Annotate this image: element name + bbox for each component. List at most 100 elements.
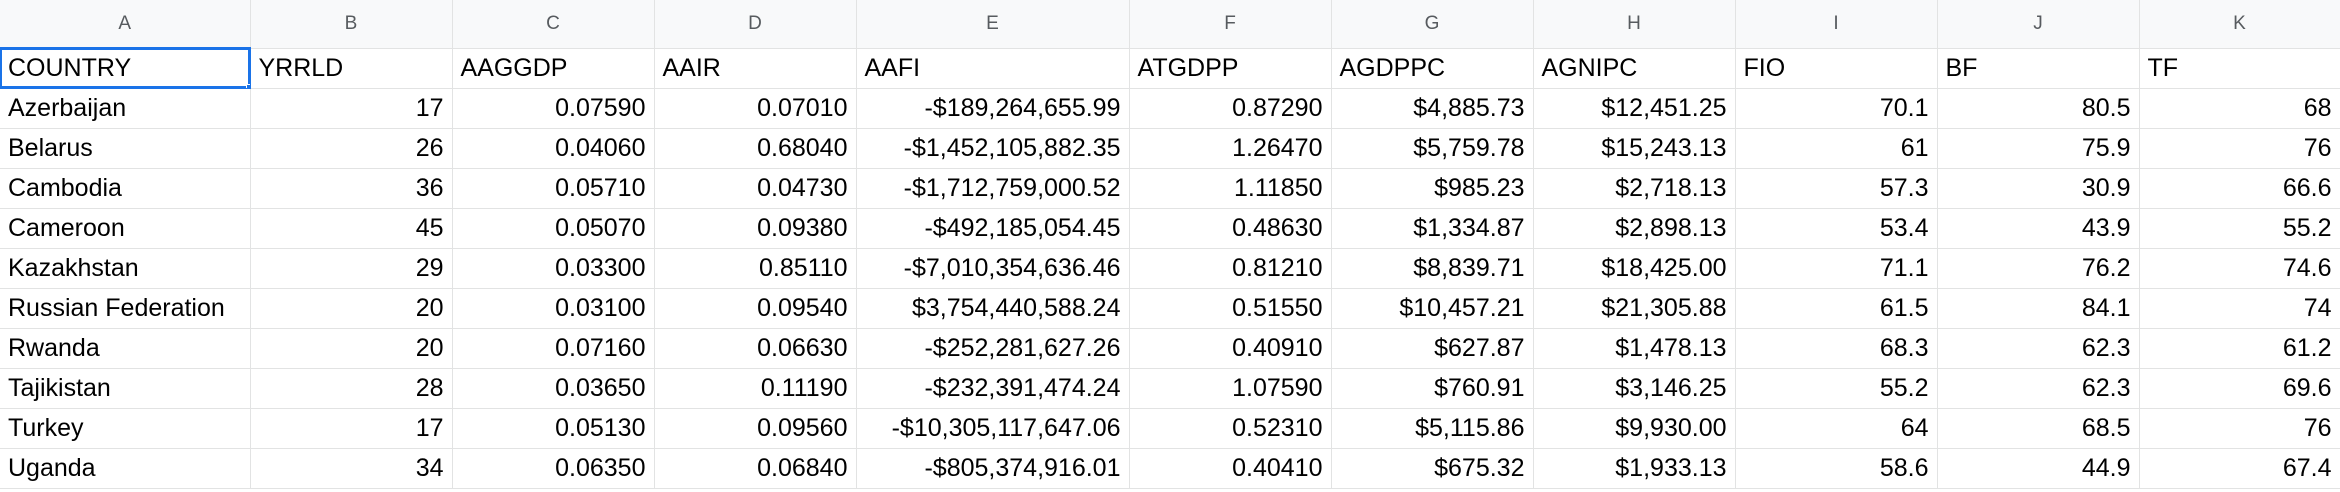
cell-agdppc[interactable]: $10,457.21	[1331, 288, 1534, 329]
cell-aair[interactable]: 0.09380	[654, 208, 857, 249]
cell-agdppc[interactable]: $5,115.86	[1331, 408, 1534, 449]
cell-aaggdp[interactable]: 0.06350	[452, 448, 655, 489]
cell-aafi[interactable]: -$1,712,759,000.52	[856, 168, 1130, 209]
cell-agnipc[interactable]: $18,425.00	[1533, 248, 1736, 289]
cell-agdppc[interactable]: $4,885.73	[1331, 88, 1534, 129]
column-header-b[interactable]: B	[250, 0, 453, 49]
cell-country[interactable]: Belarus	[0, 128, 251, 169]
column-header-f[interactable]: F	[1129, 0, 1332, 49]
cell-yrrld[interactable]: 17	[250, 408, 453, 449]
cell-fio[interactable]: 55.2	[1735, 368, 1938, 409]
cell-bf[interactable]: 44.9	[1937, 448, 2140, 489]
column-header-h[interactable]: H	[1533, 0, 1736, 49]
cell-agnipc[interactable]: $3,146.25	[1533, 368, 1736, 409]
cell-tf[interactable]: 76	[2139, 408, 2340, 449]
cell-agdppc[interactable]: $627.87	[1331, 328, 1534, 369]
cell-fio[interactable]: 64	[1735, 408, 1938, 449]
column-header-d[interactable]: D	[654, 0, 857, 49]
cell-fio[interactable]: 53.4	[1735, 208, 1938, 249]
cell-tf[interactable]: 74	[2139, 288, 2340, 329]
cell-aair[interactable]: 0.68040	[654, 128, 857, 169]
cell-aair[interactable]: 0.09560	[654, 408, 857, 449]
cell-e1[interactable]: AAFI	[856, 48, 1130, 89]
cell-agnipc[interactable]: $2,898.13	[1533, 208, 1736, 249]
cell-bf[interactable]: 68.5	[1937, 408, 2140, 449]
cell-aair[interactable]: 0.06840	[654, 448, 857, 489]
cell-bf[interactable]: 76.2	[1937, 248, 2140, 289]
cell-aafi[interactable]: -$1,452,105,882.35	[856, 128, 1130, 169]
cell-d1[interactable]: AAIR	[654, 48, 857, 89]
cell-fio[interactable]: 61.5	[1735, 288, 1938, 329]
cell-fio[interactable]: 57.3	[1735, 168, 1938, 209]
column-header-k[interactable]: K	[2139, 0, 2340, 49]
cell-agnipc[interactable]: $1,933.13	[1533, 448, 1736, 489]
cell-fio[interactable]: 70.1	[1735, 88, 1938, 129]
cell-atgdpp[interactable]: 0.51550	[1129, 288, 1332, 329]
cell-b1[interactable]: YRRLD	[250, 48, 453, 89]
column-header-e[interactable]: E	[856, 0, 1130, 49]
cell-atgdpp[interactable]: 1.26470	[1129, 128, 1332, 169]
cell-yrrld[interactable]: 34	[250, 448, 453, 489]
cell-agnipc[interactable]: $15,243.13	[1533, 128, 1736, 169]
cell-aair[interactable]: 0.09540	[654, 288, 857, 329]
cell-atgdpp[interactable]: 1.07590	[1129, 368, 1332, 409]
cell-aair[interactable]: 0.07010	[654, 88, 857, 129]
cell-aaggdp[interactable]: 0.05070	[452, 208, 655, 249]
cell-aafi[interactable]: -$189,264,655.99	[856, 88, 1130, 129]
cell-agdppc[interactable]: $675.32	[1331, 448, 1534, 489]
cell-agdppc[interactable]: $985.23	[1331, 168, 1534, 209]
cell-atgdpp[interactable]: 0.87290	[1129, 88, 1332, 129]
column-header-i[interactable]: I	[1735, 0, 1938, 49]
cell-country[interactable]: Russian Federation	[0, 288, 251, 329]
cell-yrrld[interactable]: 26	[250, 128, 453, 169]
cell-country[interactable]: Turkey	[0, 408, 251, 449]
cell-atgdpp[interactable]: 0.52310	[1129, 408, 1332, 449]
cell-aaggdp[interactable]: 0.05130	[452, 408, 655, 449]
column-header-g[interactable]: G	[1331, 0, 1534, 49]
cell-bf[interactable]: 75.9	[1937, 128, 2140, 169]
cell-aair[interactable]: 0.11190	[654, 368, 857, 409]
cell-tf[interactable]: 67.4	[2139, 448, 2340, 489]
cell-country[interactable]: Cameroon	[0, 208, 251, 249]
cell-tf[interactable]: 66.6	[2139, 168, 2340, 209]
cell-atgdpp[interactable]: 1.11850	[1129, 168, 1332, 209]
cell-aafi[interactable]: -$492,185,054.45	[856, 208, 1130, 249]
cell-yrrld[interactable]: 29	[250, 248, 453, 289]
cell-tf[interactable]: 61.2	[2139, 328, 2340, 369]
cell-yrrld[interactable]: 20	[250, 328, 453, 369]
cell-fio[interactable]: 61	[1735, 128, 1938, 169]
cell-g1[interactable]: AGDPPC	[1331, 48, 1534, 89]
cell-aair[interactable]: 0.04730	[654, 168, 857, 209]
cell-agdppc[interactable]: $1,334.87	[1331, 208, 1534, 249]
cell-tf[interactable]: 68	[2139, 88, 2340, 129]
cell-agnipc[interactable]: $21,305.88	[1533, 288, 1736, 329]
cell-i1[interactable]: FIO	[1735, 48, 1938, 89]
column-header-j[interactable]: J	[1937, 0, 2140, 49]
cell-country[interactable]: Uganda	[0, 448, 251, 489]
cell-h1[interactable]: AGNIPC	[1533, 48, 1736, 89]
cell-aafi[interactable]: -$232,391,474.24	[856, 368, 1130, 409]
cell-aaggdp[interactable]: 0.07590	[452, 88, 655, 129]
cell-aafi[interactable]: -$10,305,117,647.06	[856, 408, 1130, 449]
cell-agnipc[interactable]: $12,451.25	[1533, 88, 1736, 129]
cell-yrrld[interactable]: 28	[250, 368, 453, 409]
cell-aaggdp[interactable]: 0.05710	[452, 168, 655, 209]
cell-aaggdp[interactable]: 0.03300	[452, 248, 655, 289]
cell-agnipc[interactable]: $1,478.13	[1533, 328, 1736, 369]
cell-c1[interactable]: AAGGDP	[452, 48, 655, 89]
cell-agdppc[interactable]: $5,759.78	[1331, 128, 1534, 169]
cell-aafi[interactable]: -$805,374,916.01	[856, 448, 1130, 489]
cell-aafi[interactable]: -$252,281,627.26	[856, 328, 1130, 369]
cell-atgdpp[interactable]: 0.48630	[1129, 208, 1332, 249]
cell-yrrld[interactable]: 45	[250, 208, 453, 249]
cell-agnipc[interactable]: $9,930.00	[1533, 408, 1736, 449]
cell-country[interactable]: Rwanda	[0, 328, 251, 369]
cell-fio[interactable]: 68.3	[1735, 328, 1938, 369]
cell-agdppc[interactable]: $760.91	[1331, 368, 1534, 409]
cell-country[interactable]: Cambodia	[0, 168, 251, 209]
cell-yrrld[interactable]: 36	[250, 168, 453, 209]
cell-bf[interactable]: 62.3	[1937, 328, 2140, 369]
cell-tf[interactable]: 55.2	[2139, 208, 2340, 249]
cell-aafi[interactable]: -$7,010,354,636.46	[856, 248, 1130, 289]
cell-bf[interactable]: 43.9	[1937, 208, 2140, 249]
